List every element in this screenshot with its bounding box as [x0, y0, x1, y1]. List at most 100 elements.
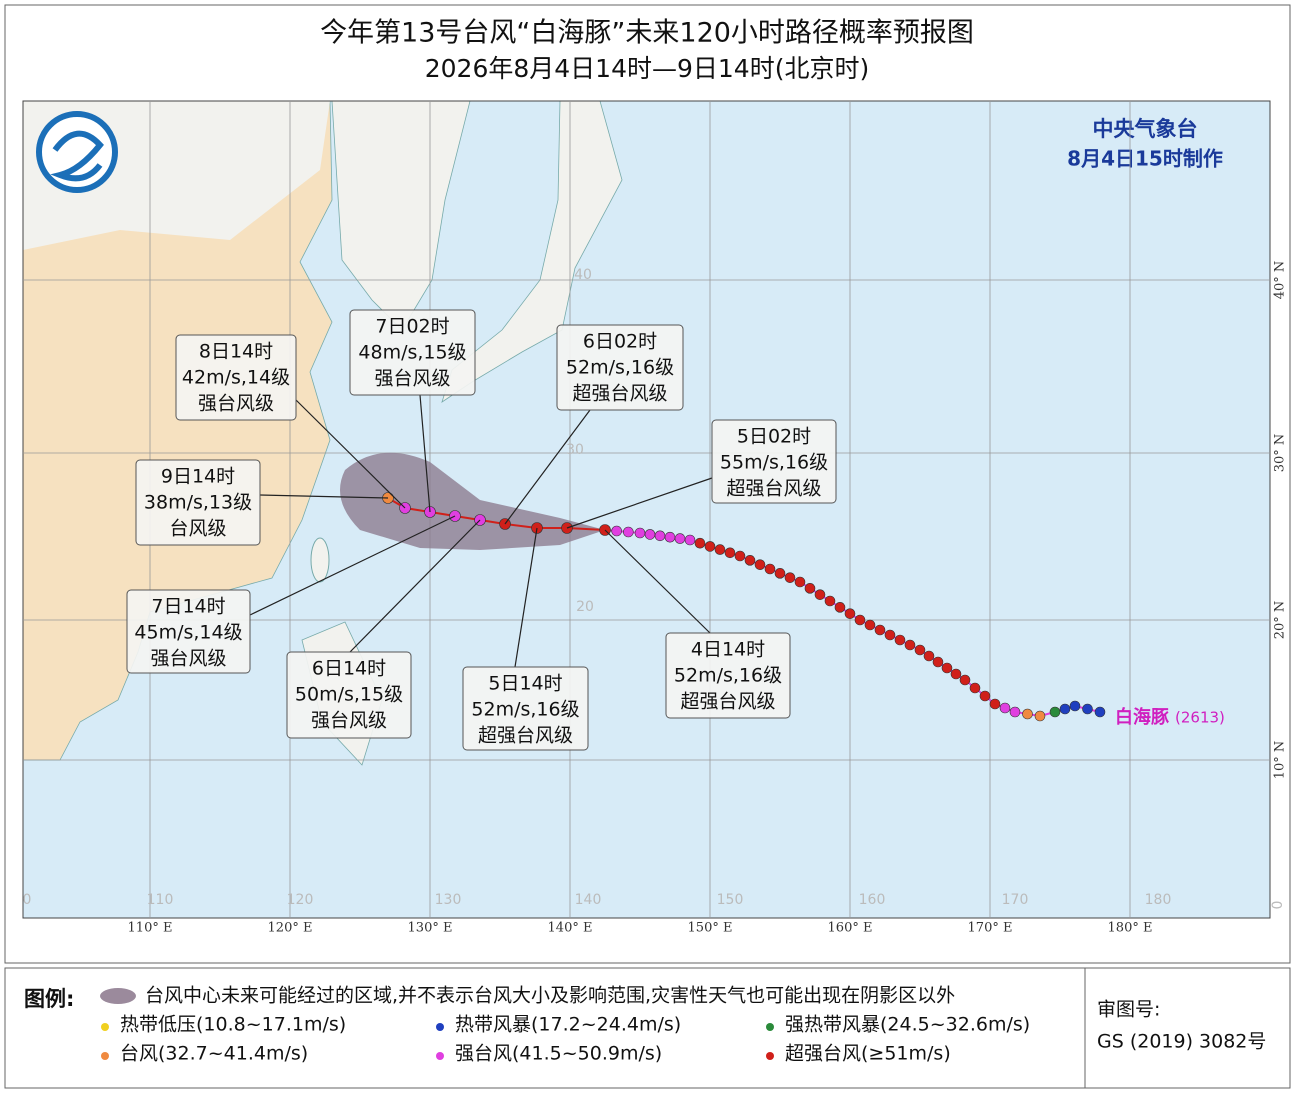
agency-name: 中央气象台: [1093, 117, 1198, 141]
land-taiwan: [310, 537, 330, 583]
legend-item: 强台风(41.5~50.9m/s): [455, 1043, 662, 1065]
forecast-label-box: [349, 309, 476, 396]
forecast-wind: 38m/s,13级: [144, 492, 252, 514]
track-point: [1049, 706, 1061, 718]
agency-logo-mark: [50, 130, 104, 182]
forecast-grade: 超强台风级: [680, 691, 775, 713]
legend-item: 超强台风(≥51m/s): [785, 1043, 951, 1065]
forecast-label-box: [711, 419, 837, 504]
forecast-time: 6日02时: [583, 331, 657, 353]
forecast-grade: 超强台风级: [478, 725, 573, 747]
map-overlays: 110° E 120° E 130° E 140° E 150° E 160° E 170°…: [23, 101, 1288, 936]
track-point: [1069, 700, 1081, 712]
track-point: [959, 674, 971, 686]
track-point: [1022, 708, 1033, 720]
grid-number: 120: [287, 892, 314, 908]
track-point: [1082, 703, 1093, 715]
leader-line: [295, 399, 406, 509]
review-number: GS (2019) 3082号: [1097, 1031, 1266, 1053]
grid-number: 0: [1270, 901, 1286, 910]
leader-line: [349, 519, 481, 653]
legend-item: 强热带风暴(24.5~32.6m/s): [785, 1014, 1030, 1036]
map-outer-frame: [4, 4, 1291, 964]
leader-line: [419, 394, 431, 513]
longitude-label: 170° E: [968, 921, 1013, 936]
track-point: [611, 525, 622, 537]
forecast-grade: 台风级: [169, 518, 226, 540]
latitude-label: 30° N: [1273, 434, 1288, 473]
forecast-grade: 强台风级: [150, 648, 226, 670]
forecast-grade: 强台风级: [374, 368, 450, 390]
track-point: [989, 698, 1001, 710]
grid-number: 30: [566, 442, 584, 458]
track-point: [754, 559, 766, 570]
longitude-label: 160° E: [828, 921, 873, 936]
track-point: [644, 529, 656, 540]
track-point: [623, 526, 634, 538]
legend-frame: [4, 967, 1291, 1089]
track-point: [904, 639, 916, 651]
issue-time: 8月4日15时制作: [1067, 147, 1223, 171]
legend-item: 热带低压(10.8~17.1m/s): [120, 1014, 346, 1036]
track-point: [714, 544, 726, 555]
latitude-label: 10° N: [1273, 741, 1288, 780]
forecast-grade: 强台风级: [198, 393, 274, 415]
grid-number: 130: [435, 892, 462, 908]
grid-number: 160: [859, 892, 886, 908]
track-point: [694, 537, 706, 549]
track-point: [684, 534, 696, 546]
legend-area-icon: [100, 988, 136, 1004]
track-point: [654, 530, 666, 542]
track-point: [969, 682, 981, 694]
grid-number: 0: [23, 892, 32, 908]
leader-line: [259, 494, 389, 499]
track-point: [774, 568, 786, 579]
track-point: [914, 644, 926, 656]
forecast-time: 9日14时: [161, 466, 235, 488]
leader-line: [514, 527, 538, 668]
track-point: [794, 576, 806, 588]
forecast-time: 7日02时: [375, 316, 449, 338]
track-point: [634, 527, 646, 539]
forecast-time: 5日02时: [737, 426, 811, 448]
forecast-time: 8日14时: [199, 341, 273, 363]
longitude-label: 130° E: [408, 921, 453, 936]
legend: 图例: 台风中心未来可能经过的区域,并不表示台风大小及影响范围,灾害性天气也可能…: [4, 967, 1291, 1089]
legend-title: 图例:: [24, 987, 74, 1011]
legend-dot: [101, 1023, 109, 1031]
forecast-grade: 超强台风级: [726, 478, 821, 500]
latitude-label: 20° N: [1273, 601, 1288, 640]
land-china: [22, 100, 333, 761]
forecast-wind: 52m/s,16级: [674, 665, 782, 687]
track-point: [941, 662, 953, 674]
longitude-label: 120° E: [268, 921, 313, 936]
forecast-time: 7日14时: [151, 596, 225, 618]
track-point: [1009, 706, 1021, 718]
forecast-time: 6日14时: [312, 658, 386, 680]
grid-number: 150: [717, 892, 744, 908]
typhoon-name: 白海豚: [1115, 706, 1169, 728]
leader-line: [504, 409, 591, 525]
grid-number: 110: [147, 892, 174, 908]
track-point: [864, 619, 876, 631]
track-point: [999, 702, 1011, 714]
track-point: [979, 690, 991, 702]
map-subtitle: 2026年8月4日14时—9日14时(北京时): [425, 54, 869, 83]
track-point: [1034, 710, 1046, 722]
forecast-time: 5日14时: [488, 673, 562, 695]
legend-dot: [436, 1052, 444, 1060]
track-point: [884, 629, 896, 641]
grid-number: 170: [1002, 892, 1029, 908]
legend-item: 台风(32.7~41.4m/s): [120, 1043, 308, 1065]
track-point: [894, 634, 906, 646]
track-point: [744, 555, 756, 566]
track-point: [664, 531, 676, 543]
latitude-label: 40° N: [1273, 261, 1288, 300]
leader-line: [249, 515, 456, 616]
forecast-wind: 45m/s,14级: [134, 622, 242, 644]
track-point: [854, 614, 866, 626]
track-point: [784, 572, 796, 583]
forecast-wind: 50m/s,15级: [295, 684, 403, 706]
leader-line: [566, 477, 713, 529]
